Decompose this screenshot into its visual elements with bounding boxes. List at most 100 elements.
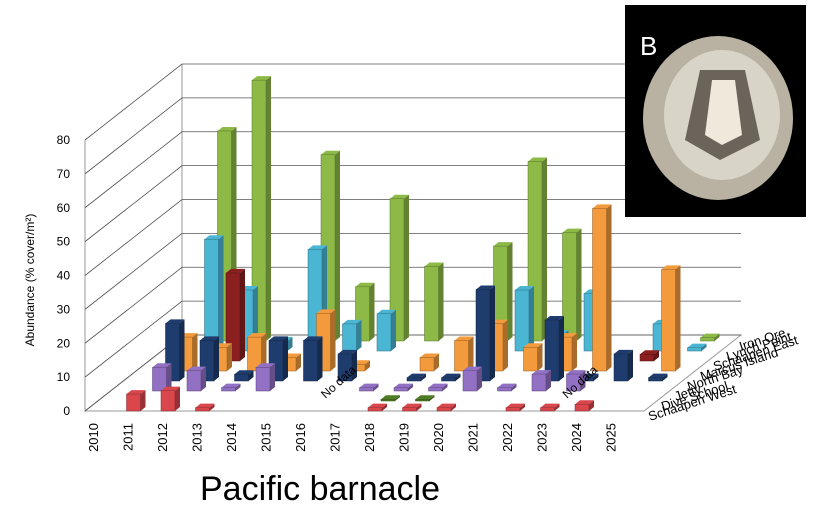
bar-top — [377, 309, 396, 314]
bar — [247, 336, 262, 372]
grid-line — [84, 97, 741, 175]
bar-top — [540, 403, 560, 408]
x-tick-label: 2023 — [535, 423, 550, 452]
bar-side — [408, 383, 413, 391]
chart-title: Pacific barnacle — [200, 470, 440, 506]
bar-side — [468, 336, 474, 371]
bar-side — [365, 360, 370, 371]
bar-top — [441, 373, 461, 378]
bar — [514, 289, 530, 352]
bar-side — [559, 316, 564, 381]
bar-side — [546, 370, 551, 391]
bar-top — [687, 343, 707, 348]
bar — [225, 272, 241, 362]
bar-side — [352, 349, 357, 381]
bar-top — [575, 400, 594, 405]
bar-side — [628, 349, 633, 381]
x-tick-label: 2024 — [569, 423, 584, 452]
bar-top — [200, 336, 219, 341]
bar-side — [589, 400, 594, 411]
bar-top — [528, 157, 547, 162]
bar-top — [407, 373, 426, 378]
bar-side — [572, 333, 577, 371]
bar-top — [355, 282, 375, 287]
bar-side — [654, 350, 659, 361]
bar — [195, 407, 210, 412]
bar-side — [701, 343, 707, 351]
bar-top — [204, 235, 224, 240]
bar — [648, 377, 663, 382]
x-tick-label: 2018 — [362, 423, 377, 452]
bar-side — [335, 150, 340, 341]
bar-side — [209, 403, 215, 411]
bar-top — [532, 370, 551, 375]
y-tick-label: 70 — [57, 167, 71, 181]
bar — [402, 407, 417, 412]
bar-side — [382, 403, 387, 411]
bar — [454, 340, 469, 372]
bar — [700, 337, 715, 342]
bar-top — [338, 349, 357, 354]
bar-top — [390, 194, 409, 199]
bar-top — [221, 383, 241, 388]
bar-top — [562, 228, 582, 233]
bar-side — [490, 285, 495, 381]
bar — [544, 319, 560, 382]
bar — [462, 370, 478, 392]
bar — [389, 198, 405, 342]
bar-top — [381, 395, 400, 400]
x-tick-label: 2019 — [397, 423, 412, 452]
bar-side — [477, 366, 482, 391]
bar — [126, 393, 141, 412]
bar-side — [214, 336, 219, 381]
bar — [186, 370, 202, 392]
y-axis-label: Abundance (% cover/m²) — [23, 214, 37, 347]
bar-top — [308, 245, 327, 250]
bar — [367, 407, 383, 412]
y-tick-label: 50 — [57, 235, 71, 249]
bar — [531, 373, 547, 392]
bar — [359, 387, 374, 392]
grid-line — [84, 300, 741, 378]
x-tick-label: 2022 — [500, 423, 515, 452]
bar-side — [442, 383, 448, 391]
bar-top — [454, 336, 474, 341]
bar-side — [201, 366, 206, 391]
bar-top — [342, 319, 362, 324]
grid-line — [84, 266, 741, 344]
bar-side — [580, 370, 586, 391]
bar-side — [434, 353, 439, 371]
bar-top — [247, 333, 267, 338]
bar-top — [152, 363, 172, 368]
y-tick-label: 40 — [57, 269, 71, 283]
bar-side — [175, 386, 180, 411]
bar — [592, 208, 607, 372]
bar-side — [235, 383, 241, 391]
bar-side — [270, 363, 275, 391]
bar-side — [593, 373, 599, 381]
bar — [661, 269, 676, 372]
bar — [497, 387, 512, 392]
bar-side — [511, 383, 517, 391]
bar — [152, 367, 167, 392]
bar — [380, 399, 396, 402]
bar — [337, 353, 353, 382]
bar-side — [179, 319, 185, 381]
bar — [436, 407, 452, 412]
bar-top — [506, 403, 525, 408]
bar-side — [266, 76, 271, 341]
bar — [639, 353, 655, 362]
bar — [393, 387, 409, 392]
bar-side — [287, 336, 293, 351]
bar-top — [424, 262, 444, 267]
bar-side — [503, 319, 508, 371]
photo-barnacle — [705, 80, 742, 145]
bar — [415, 399, 430, 402]
bar-side — [714, 333, 720, 341]
bar-top — [640, 350, 659, 355]
bar-top — [545, 316, 564, 321]
bar-side — [520, 403, 525, 411]
bar — [204, 238, 219, 352]
y-tick-label: 60 — [57, 201, 71, 215]
